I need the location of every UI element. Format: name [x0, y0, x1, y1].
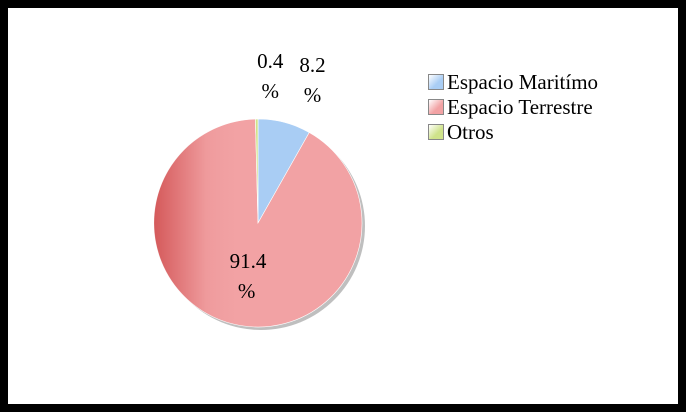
legend-item: Otros [428, 120, 494, 144]
data-label: 8.2 % [299, 53, 326, 108]
legend-swatch [428, 99, 444, 115]
legend-swatch [428, 74, 444, 90]
legend-item: Espacio Maritímo [428, 70, 598, 94]
legend-label: Espacio Maritímo [447, 70, 599, 94]
legend-label: Otros [447, 120, 494, 144]
legend-swatch [428, 124, 444, 140]
legend-label: Espacio Terrestre [447, 95, 593, 119]
data-label: 91.4 % [229, 249, 267, 304]
pie-area [153, 118, 365, 330]
legend-item: Espacio Terrestre [428, 95, 593, 119]
data-label: 0.4 % [257, 48, 284, 103]
